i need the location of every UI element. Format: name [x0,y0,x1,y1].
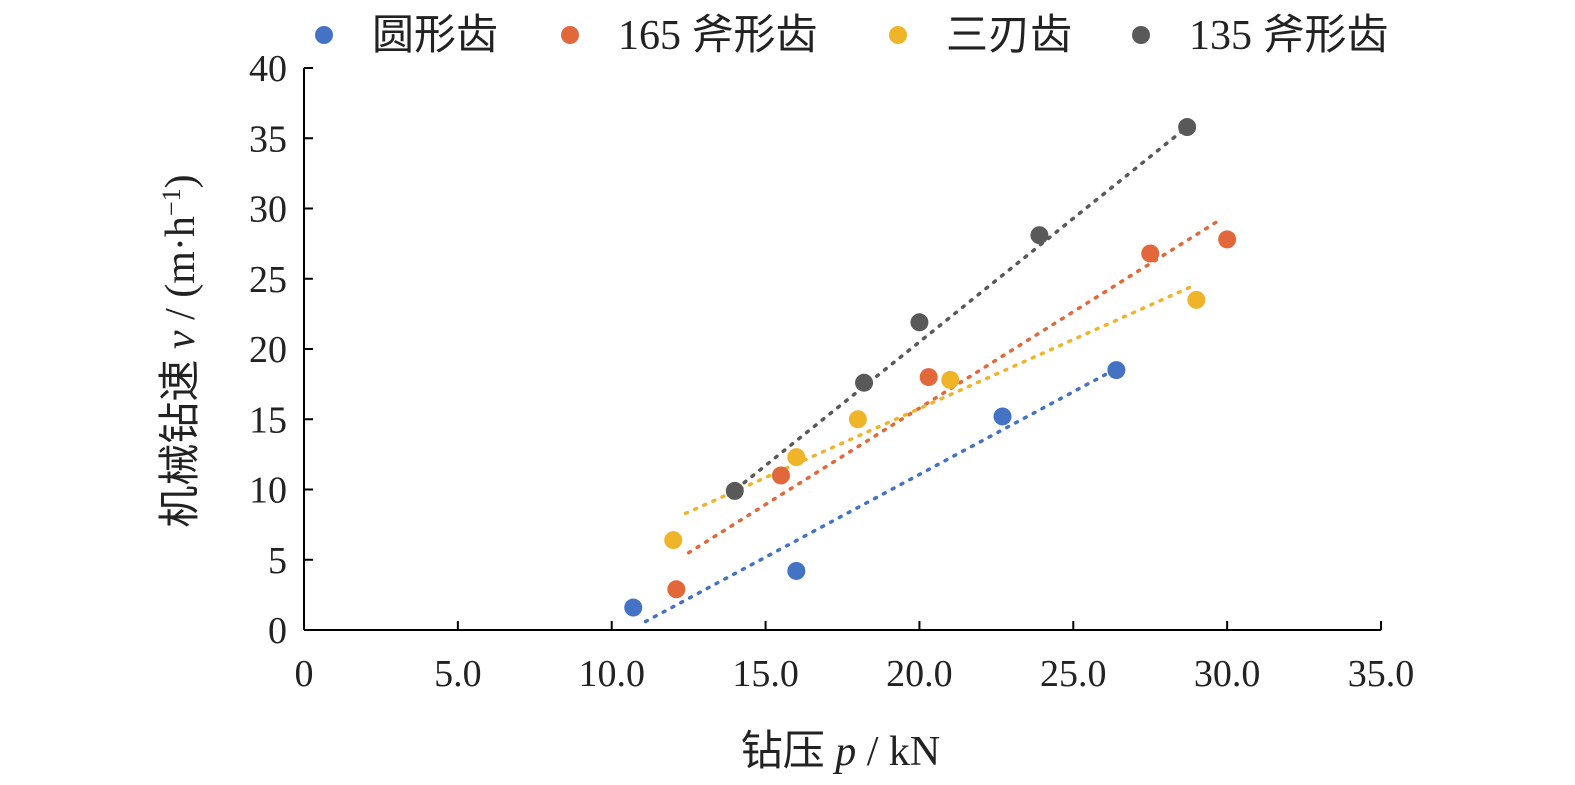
x-tick-label: 25.0 [1040,653,1107,695]
data-point [787,448,806,467]
y-tick-label: 0 [268,610,287,652]
y-axis-title-close: ) [158,174,204,188]
y-tick-label: 25 [249,259,287,301]
data-point [919,368,938,387]
trendline [726,125,1189,497]
x-tick-label: 5.0 [434,653,482,695]
data-point [787,561,806,580]
y-axis-title-prefix: 机械钻速 [158,349,204,528]
legend-label: 135 斧形齿 [1189,13,1389,59]
y-tick-label: 30 [249,189,287,231]
y-axis-title-unit: / (m·h [158,216,204,330]
data-point [910,313,929,332]
y-axis-title-exponent: −1 [157,188,186,216]
x-tick-label: 10.0 [578,653,645,695]
data-point [1030,226,1049,245]
x-axis-title: 钻压 p / kN [741,729,941,775]
legend-item: 三刃齿 [889,13,1072,59]
data-point [993,407,1012,426]
y-tick-label: 5 [268,540,287,582]
y-tick-label: 40 [249,48,287,90]
data-point [664,531,683,550]
y-tick-label: 20 [249,329,287,371]
legend-label: 三刃齿 [946,13,1072,59]
y-axis-ticks: 0 5 10 15 20 25 30 35 40 [249,48,313,652]
data-point [848,410,867,429]
data-point [1107,361,1126,380]
data-point [1187,290,1206,309]
x-tick-label: 35.0 [1348,653,1415,695]
data-point [941,370,960,389]
data-point [725,481,744,500]
x-tick-label: 20.0 [886,653,953,695]
y-tick-label: 15 [249,399,287,441]
legend: 圆形齿 165 斧形齿 三刃齿 135 斧形齿 [315,13,1389,59]
x-axis-title-prefix: 钻压 [741,729,836,775]
x-tick-label: 0 [295,653,314,695]
trendline [683,284,1196,516]
y-tick-label: 10 [249,470,287,512]
x-axis-title-variable: p [832,729,856,775]
y-axis-title-variable: v [158,330,204,349]
legend-item: 135 斧形齿 [1132,13,1389,59]
data-point [1178,118,1197,137]
trendline [643,366,1119,624]
y-axis-title: 机械钻速 v / (m·h−1) [157,174,205,527]
axes [303,68,1381,631]
data-points [624,118,1237,617]
data-point [624,598,643,617]
x-tick-label: 30.0 [1194,653,1261,695]
data-point [855,373,874,392]
legend-marker [561,26,579,44]
data-point [1218,230,1237,249]
data-point [667,580,686,599]
data-point [1141,244,1160,263]
y-tick-label: 35 [249,118,287,160]
legend-marker [1132,26,1150,44]
x-axis-title-unit: / kN [856,729,940,775]
x-axis-ticks: 0 5.0 10.0 15.0 20.0 25.0 30.0 35.0 [295,621,1415,695]
legend-label: 圆形齿 [372,13,498,59]
data-point [771,466,790,485]
legend-item: 165 斧形齿 [561,13,818,59]
legend-marker [889,26,907,44]
x-tick-label: 15.0 [732,653,799,695]
legend-item: 圆形齿 [315,13,498,59]
legend-label: 165 斧形齿 [618,13,818,59]
legend-marker [315,26,333,44]
